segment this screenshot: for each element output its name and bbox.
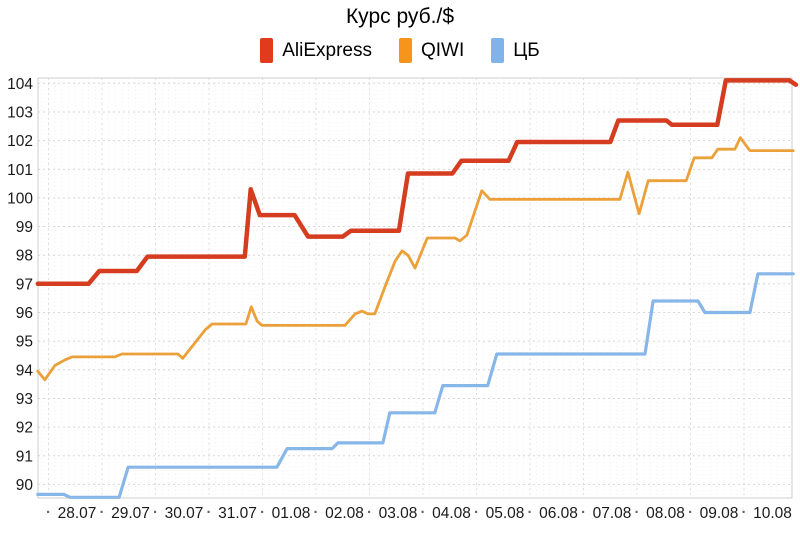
y-axis-tick-label: 98 <box>16 248 33 265</box>
chart-legend: AliExpress QIWI ЦБ <box>0 38 800 63</box>
x-axis-tick-label: 01.08 <box>272 505 311 522</box>
x-axis-tick-label: 08.08 <box>646 505 685 522</box>
y-axis: 104 103 102 101 100 99 98 97 96 95 94 93 92 91 90 <box>7 76 33 494</box>
x-axis-separator-dot: · <box>207 504 212 521</box>
series-line-aliexpress <box>35 78 799 287</box>
y-axis-tick-label: 101 <box>7 162 33 179</box>
plot-border <box>37 77 793 499</box>
legend-item-aliexpress: AliExpress <box>260 38 372 63</box>
x-axis-separator-dot: · <box>314 504 319 521</box>
legend-swatch-qiwi <box>398 38 412 63</box>
legend-item-label: ЦБ <box>513 39 540 61</box>
legend-item-qiwi: QIWI <box>398 38 465 63</box>
chart-title: Курс руб./$ <box>345 5 455 28</box>
x-axis-separator-dot: · <box>474 504 479 521</box>
x-axis-separator-dot: · <box>153 504 158 521</box>
y-axis-tick-label: 97 <box>16 276 33 293</box>
x-axis-separator-dot: · <box>367 504 372 521</box>
x-axis-tick-label: 04.08 <box>432 505 471 522</box>
x-axis-separator-dot: · <box>688 504 693 521</box>
x-axis-separator-dot: · <box>581 504 586 521</box>
x-axis-separator-dot: · <box>46 504 51 521</box>
y-axis-tick-label: 99 <box>16 219 33 236</box>
x-axis-tick-label: 09.08 <box>700 505 739 522</box>
legend-swatch-цб <box>491 38 505 63</box>
legend-item-label: QIWI <box>420 39 465 61</box>
legend-item-цб: ЦБ <box>491 38 540 63</box>
x-axis-tick-label: 06.08 <box>539 505 578 522</box>
x-axis-tick-label: 10.08 <box>753 505 792 522</box>
y-axis-tick-label: 104 <box>7 76 33 93</box>
y-axis-tick-label: 94 <box>16 362 34 379</box>
x-axis-tick-label: 03.08 <box>379 505 418 522</box>
series-line-qiwi <box>36 136 795 382</box>
series-line-цб <box>36 272 795 499</box>
y-axis-tick-label: 103 <box>7 104 33 121</box>
y-axis-tick-label: 90 <box>16 477 34 494</box>
major-vertical-gridlines <box>48 78 745 498</box>
y-axis-tick-label: 102 <box>7 133 33 150</box>
legend-item-label: AliExpress <box>282 39 372 61</box>
y-axis-tick-label: 100 <box>7 190 33 207</box>
x-axis-tick-label: 02.08 <box>325 505 364 522</box>
x-axis: · 28.07 · 29.07 · 30.07 · 31.07 · 01.08 · 02.08 · 03.… <box>46 504 792 522</box>
x-axis-tick-label: 30.07 <box>165 505 204 522</box>
x-axis-separator-dot: · <box>635 504 640 521</box>
y-axis-tick-label: 91 <box>16 448 33 465</box>
x-axis-tick-label: 29.07 <box>111 505 150 522</box>
x-axis-tick-label: 28.07 <box>58 505 97 522</box>
x-axis-tick-label: 05.08 <box>486 505 525 522</box>
x-axis-separator-dot: · <box>528 504 533 521</box>
y-axis-tick-label: 93 <box>16 391 33 408</box>
x-axis-separator-dot: · <box>100 504 105 521</box>
x-axis-separator-dot: · <box>260 504 265 521</box>
y-axis-tick-label: 96 <box>16 305 33 322</box>
y-axis-tick-label: 92 <box>16 420 33 437</box>
x-axis-tick-label: 31.07 <box>218 505 257 522</box>
horizontal-gridlines <box>38 82 792 485</box>
x-axis-separator-dot: · <box>742 504 747 521</box>
x-axis-separator-dot: · <box>421 504 426 521</box>
legend-swatch-aliexpress <box>260 38 274 63</box>
y-axis-tick-label: 95 <box>16 334 33 351</box>
x-axis-tick-label: 07.08 <box>593 505 632 522</box>
